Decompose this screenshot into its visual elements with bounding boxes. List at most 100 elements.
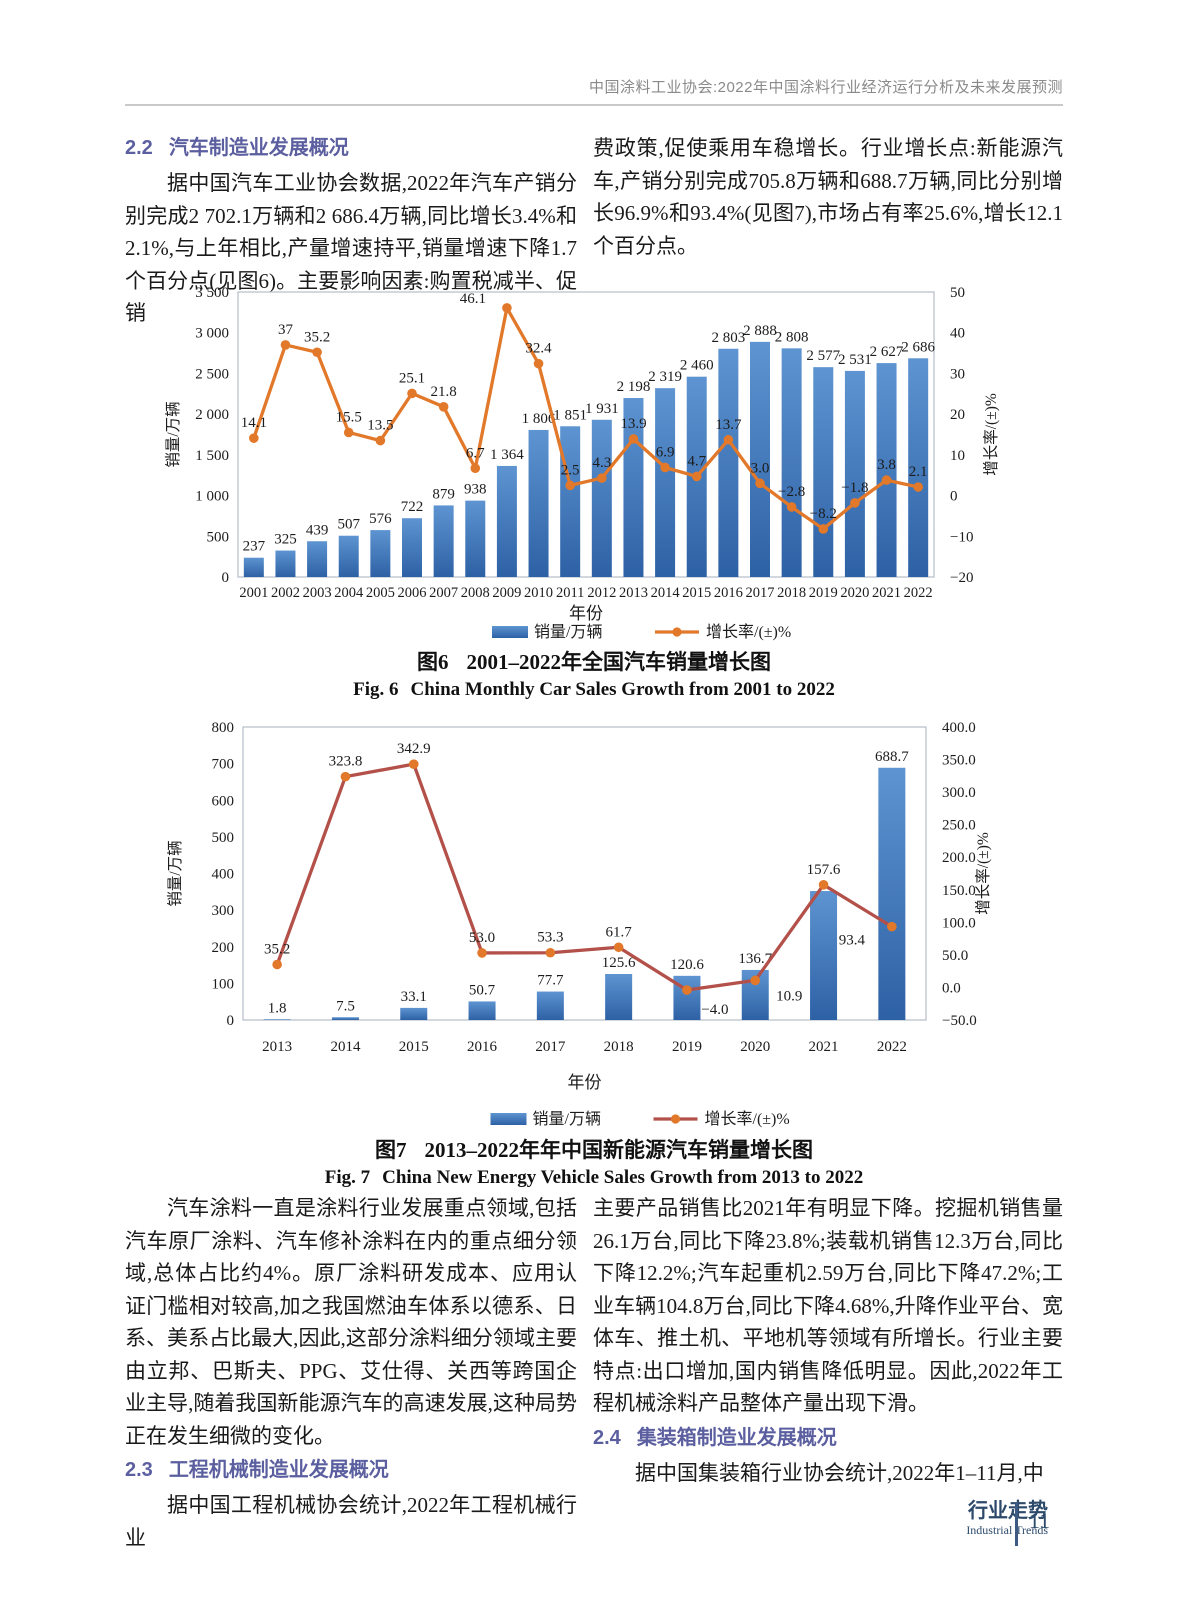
figure7-title-cn: 2013–2022年年中国新能源汽车销量增长图	[424, 1138, 814, 1162]
section-heading-2-3: 2.3 工程机械制造业发展概况	[125, 1455, 577, 1485]
svg-text:2011: 2011	[556, 585, 584, 601]
svg-text:0: 0	[222, 570, 230, 586]
svg-text:1 851: 1 851	[553, 407, 587, 423]
svg-text:14.1: 14.1	[241, 415, 267, 431]
svg-text:2003: 2003	[303, 585, 332, 601]
svg-text:0.0: 0.0	[942, 980, 961, 996]
x-axis-labels: 2001 2002 2003 2004 2005 2006 2007 2008 2009 2010…	[239, 585, 932, 601]
svg-text:157.6: 157.6	[807, 862, 841, 878]
svg-text:2 460: 2 460	[680, 358, 714, 374]
bar-2018	[605, 973, 633, 1020]
svg-text:2021: 2021	[872, 585, 901, 601]
legend-bar-label: 销量/万辆	[534, 623, 602, 641]
svg-text:150.0: 150.0	[942, 883, 976, 899]
page-number: 11	[1028, 1508, 1050, 1533]
growth-line	[252, 306, 919, 531]
svg-text:2004: 2004	[334, 585, 364, 601]
svg-text:500: 500	[212, 830, 235, 846]
legend-line-marker	[672, 627, 682, 637]
svg-text:50.7: 50.7	[469, 982, 496, 998]
body-paragraph: 据中国汽车工业协会数据,2022年汽车产销分别完成2 702.1万辆和2 686…	[125, 171, 577, 325]
svg-text:2021: 2021	[809, 1039, 839, 1055]
svg-text:237: 237	[243, 539, 266, 555]
svg-text:15.5: 15.5	[336, 409, 362, 425]
bar-2012	[591, 419, 612, 577]
svg-text:1 500: 1 500	[195, 448, 229, 464]
svg-text:2019: 2019	[672, 1039, 702, 1055]
growth-value-labels: 35.2 323.8 342.9 53.0 53.3 61.7 −4.0 10.9 157.6 9…	[264, 741, 865, 1018]
bar-2022	[878, 767, 906, 1020]
bar-2017	[750, 341, 770, 577]
x-axis-labels: 2013 2014 2015 2016 2017 2018 2019 2020 2021 2022	[262, 1039, 907, 1055]
svg-text:2 577: 2 577	[806, 348, 840, 364]
legend-bar-swatch	[490, 1113, 527, 1125]
footer-section-cn: 行业走势	[968, 1500, 1048, 1522]
svg-text:2014: 2014	[330, 1039, 361, 1055]
section-number: 2.4	[593, 1426, 621, 1449]
bar-2014	[655, 388, 676, 577]
svg-text:50.0: 50.0	[942, 948, 968, 964]
figure6-caption-en: Fig. 6 China Monthly Car Sales Growth fro…	[125, 676, 1063, 705]
svg-text:−20: −20	[950, 570, 973, 586]
svg-text:2006: 2006	[398, 585, 427, 601]
svg-text:500: 500	[207, 529, 230, 545]
svg-text:2017: 2017	[746, 585, 775, 601]
bar-2004	[338, 535, 359, 577]
svg-text:576: 576	[369, 511, 392, 527]
sales-bars	[263, 767, 906, 1020]
footer-divider	[1015, 1502, 1018, 1546]
svg-text:35.2: 35.2	[264, 942, 290, 958]
svg-text:0: 0	[227, 1013, 235, 1029]
svg-text:325: 325	[274, 532, 297, 548]
svg-text:10.9: 10.9	[776, 988, 802, 1004]
svg-text:2 319: 2 319	[648, 369, 682, 385]
body-paragraph: 据中国工程机械协会统计,2022年工程机械行业	[125, 1493, 577, 1550]
bar-2017	[536, 991, 564, 1020]
body-paragraph: 据中国集装箱行业协会统计,2022年1–11月,中	[635, 1460, 1044, 1485]
legend: 销量/万辆 增长率/(±)%	[490, 1110, 790, 1128]
svg-text:1 000: 1 000	[195, 489, 229, 505]
top-left-column: 2.2 汽车制造业发展概况 据中国汽车工业协会数据,2022年汽车产销分别完成2 …	[125, 130, 577, 330]
legend-bar-label: 销量/万辆	[533, 1110, 601, 1128]
svg-text:2018: 2018	[777, 585, 806, 601]
figure6-caption-cn: 图6 2001–2022年全国汽车销量增长图	[125, 648, 1063, 676]
svg-text:−50.0: −50.0	[942, 1013, 977, 1029]
bar-2021	[810, 891, 838, 1020]
svg-text:2012: 2012	[587, 585, 616, 601]
svg-text:2014: 2014	[651, 585, 681, 601]
body-paragraph: 费政策,促使乘用车稳增长。行业增长点:新能源汽车,产销分别完成705.8万辆和6…	[593, 136, 1063, 258]
svg-text:250.0: 250.0	[942, 818, 976, 834]
section-heading-2-2: 2.2 汽车制造业发展概况	[125, 133, 577, 163]
svg-text:2010: 2010	[524, 585, 553, 601]
bar-2016	[468, 1001, 496, 1020]
bar-2020	[844, 370, 865, 577]
svg-text:3 500: 3 500	[195, 285, 229, 301]
svg-text:2020: 2020	[840, 585, 869, 601]
svg-text:61.7: 61.7	[606, 924, 633, 940]
svg-text:2009: 2009	[492, 585, 521, 601]
svg-text:350.0: 350.0	[942, 753, 976, 769]
svg-text:3 000: 3 000	[195, 326, 229, 342]
bar-2016	[718, 348, 739, 577]
svg-text:2017: 2017	[535, 1039, 566, 1055]
section-title: 集装箱制造业发展概况	[636, 1426, 837, 1449]
svg-text:136.7: 136.7	[738, 951, 772, 967]
body-paragraph: 主要产品销售比2021年有明显下降。挖掘机销售量26.1万台,同比下降23.8%…	[593, 1196, 1063, 1415]
svg-text:13.7: 13.7	[715, 417, 742, 433]
figure6-title-cn: 2001–2022年全国汽车销量增长图	[466, 650, 772, 674]
legend: 销量/万辆 增长率/(±)%	[492, 623, 791, 641]
bar-2018	[781, 348, 802, 577]
svg-text:1 364: 1 364	[490, 447, 524, 463]
svg-text:2 686: 2 686	[901, 339, 935, 355]
svg-text:−8.2: −8.2	[810, 506, 837, 522]
svg-text:200: 200	[212, 940, 235, 956]
svg-text:13.5: 13.5	[367, 418, 393, 434]
svg-text:53.0: 53.0	[469, 930, 495, 946]
svg-text:100.0: 100.0	[942, 915, 976, 931]
svg-text:2002: 2002	[271, 585, 300, 601]
svg-text:2022: 2022	[877, 1039, 907, 1055]
axis-tick-labels: 0 100 200 300 400 500 600 700 800 −50.0 0.0 50.0 100…	[212, 720, 977, 1029]
svg-text:400: 400	[212, 867, 235, 883]
svg-text:439: 439	[306, 522, 329, 538]
